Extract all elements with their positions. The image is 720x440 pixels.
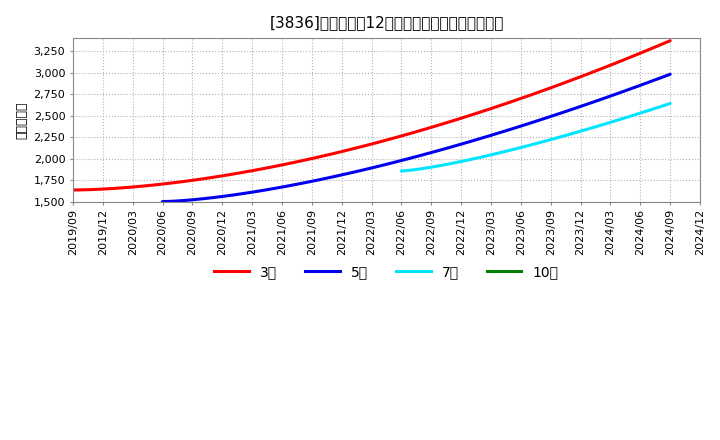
Title: [3836]　経常利益12か月移動合計の平均値の推移: [3836] 経常利益12か月移動合計の平均値の推移 xyxy=(269,15,504,30)
Legend: 3年, 5年, 7年, 10年: 3年, 5年, 7年, 10年 xyxy=(209,260,564,285)
Y-axis label: （百万円）: （百万円） xyxy=(15,101,28,139)
